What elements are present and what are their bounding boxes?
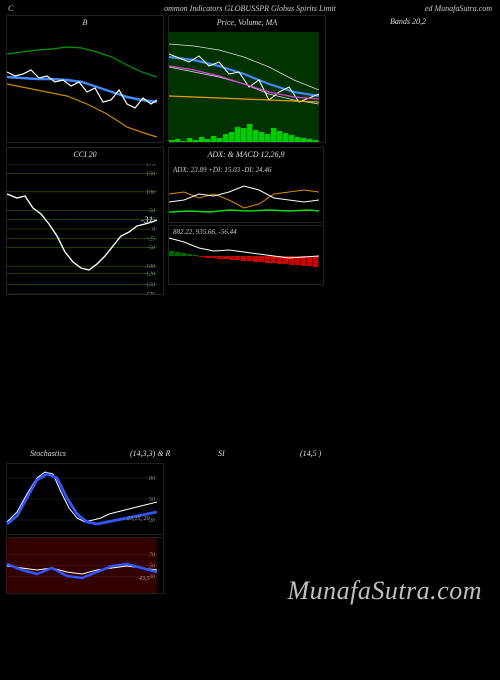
panel-title: ADX: & MACD 12,26,9 xyxy=(169,148,323,164)
row3-title-bar: Stochastics (14,3,3) & R SI (14,5 ) xyxy=(0,449,500,463)
svg-text:43,5: 43,5 xyxy=(139,575,150,582)
panel-macd: 882.22, 935.66, -56.44 xyxy=(168,225,324,285)
panel-adx-macd-stack: ADX: & MACD 12,26,9 ADX: 23.89 +DI: 15.0… xyxy=(168,147,324,295)
panel-bollinger-left: B xyxy=(6,15,164,143)
panel-rsi: 70503043,5 xyxy=(6,537,164,594)
svg-text:80: 80 xyxy=(149,476,155,482)
chart-svg xyxy=(7,32,157,142)
rsi-title: SI xyxy=(218,449,225,458)
svg-text:175: 175 xyxy=(146,164,155,168)
chart-svg xyxy=(169,32,319,142)
svg-text:100: 100 xyxy=(146,190,155,196)
chart-svg: 17515010050250-25-50-100-120-150-175-31 xyxy=(7,164,157,294)
header-center-text: ommon Indicators GLOBUSSPR Globus Spirit… xyxy=(164,4,336,13)
macd-values-text: 882.22, 935.66, -56.44 xyxy=(173,228,237,236)
panel-cci: CCI 20 17515010050250-25-50-100-120-150-… xyxy=(6,147,164,295)
svg-text:-100: -100 xyxy=(144,264,155,270)
panel-stochastics: 80 50 2023,15, 20 xyxy=(6,463,164,535)
panel-adx: ADX: & MACD 12,26,9 ADX: 23.89 +DI: 15.0… xyxy=(168,147,324,223)
adx-values-text: ADX: 23.89 +DI: 15.03 -DI: 24.46 xyxy=(173,166,271,174)
header-right-text: ed MunafaSutra.com xyxy=(425,4,492,13)
svg-text:70: 70 xyxy=(149,553,155,559)
svg-text:-175: -175 xyxy=(144,292,155,294)
svg-text:150: 150 xyxy=(146,171,155,177)
stoch-params: (14,3,3) & R xyxy=(130,449,170,458)
header-left-text: C xyxy=(8,4,13,13)
svg-text:-150: -150 xyxy=(144,283,155,289)
svg-text:-120: -120 xyxy=(144,272,155,278)
watermark-text: MunafaSutra.com xyxy=(287,576,482,606)
panel-title: Price, Volume, MA xyxy=(169,16,325,32)
chart-svg: 80 50 2023,15, 20 xyxy=(7,464,157,534)
panel-bands-label: Bands 20,2 xyxy=(330,15,486,143)
page-header: C ommon Indicators GLOBUSSPR Globus Spir… xyxy=(0,0,500,15)
panel-title: CCI 20 xyxy=(7,148,163,164)
spacer xyxy=(0,299,500,449)
panel-price-volume: Price, Volume, MA xyxy=(168,15,326,143)
svg-text:-31: -31 xyxy=(141,215,153,225)
chart-row-1: B Price, Volume, MA Bands 20,2 xyxy=(0,15,500,143)
svg-text:0: 0 xyxy=(152,227,155,233)
panel-title: Bands 20,2 xyxy=(330,15,486,31)
chart-svg: 70503043,5 xyxy=(7,538,157,593)
svg-text:-50: -50 xyxy=(147,246,155,252)
chart-row-2: CCI 20 17515010050250-25-50-100-120-150-… xyxy=(0,147,500,295)
svg-text:23,15, 20: 23,15, 20 xyxy=(127,516,150,522)
svg-text:50: 50 xyxy=(149,208,155,214)
svg-text:50: 50 xyxy=(149,497,155,503)
svg-text:-25: -25 xyxy=(147,236,155,242)
stoch-title: Stochastics xyxy=(30,449,66,458)
rsi-params: (14,5 ) xyxy=(300,449,321,458)
chart-row-3: 80 50 2023,15, 20 70503043,5 xyxy=(0,463,174,594)
svg-text:20: 20 xyxy=(149,518,155,524)
panel-title: B xyxy=(7,16,163,32)
